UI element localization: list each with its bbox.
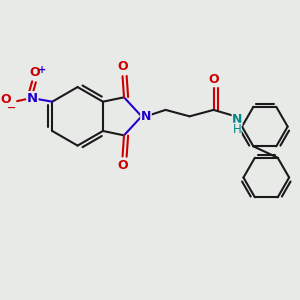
- Text: +: +: [38, 65, 46, 75]
- Text: O: O: [29, 66, 40, 79]
- Text: N: N: [141, 110, 151, 123]
- Text: N: N: [27, 92, 38, 105]
- Text: O: O: [1, 93, 11, 106]
- Text: O: O: [117, 60, 128, 74]
- Text: N: N: [232, 113, 242, 126]
- Text: O: O: [117, 159, 128, 172]
- Text: H: H: [232, 123, 242, 136]
- Text: −: −: [7, 103, 16, 112]
- Text: O: O: [208, 73, 219, 86]
